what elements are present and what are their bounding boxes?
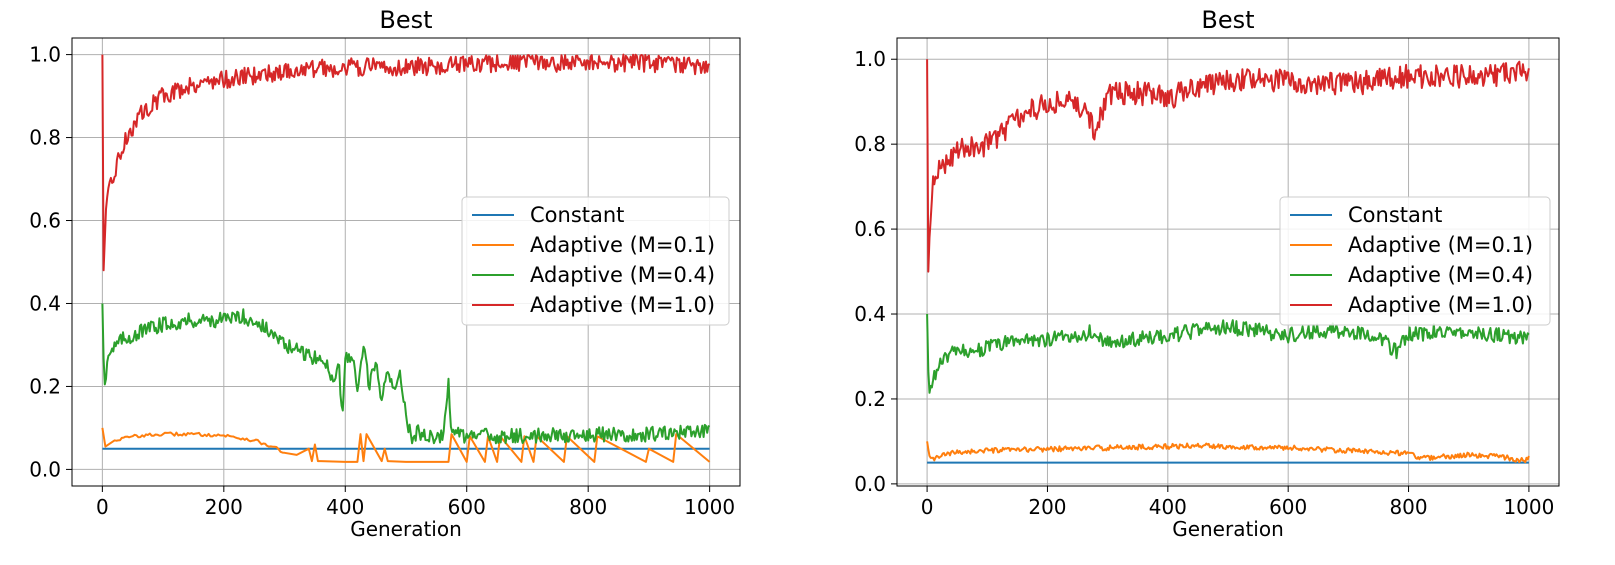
x-tick-label: 0	[96, 495, 109, 519]
y-tick-label: 0.4	[29, 291, 61, 315]
y-tick-label: 0.4	[854, 302, 886, 326]
chart-title: Best	[379, 6, 432, 34]
chart-title: Best	[1201, 6, 1254, 34]
legend-label: Constant	[1348, 203, 1442, 227]
y-tick-label: 0.0	[29, 457, 61, 481]
series-line-adaptive-m-0-1-	[101, 427, 711, 463]
chart-panel-left: 0 200 400 600 800 1000 0.0 0.2 0.4 0.6 0.8 1.0 Best G…	[29, 6, 741, 541]
x-tick-label: 1000	[1503, 495, 1554, 519]
y-tick-label: 0.6	[29, 209, 61, 233]
legend-label: Adaptive (M=1.0)	[1348, 293, 1533, 317]
x-tick-label: 800	[1389, 495, 1427, 519]
y-tick-label: 0.2	[29, 374, 61, 398]
legend: Constant Adaptive (M=0.1) Adaptive (M=0.4)…	[1279, 196, 1551, 326]
y-tick-label: 0.0	[854, 472, 886, 496]
series-line-adaptive-m-0-4-	[101, 303, 710, 445]
x-tick-label: 800	[569, 495, 607, 519]
legend-label: Adaptive (M=0.1)	[1348, 233, 1533, 257]
legend-box	[461, 196, 730, 326]
series-line-adaptive-m-0-1-	[926, 441, 1530, 464]
legend: Constant Adaptive (M=0.1) Adaptive (M=0.4)…	[461, 196, 730, 326]
x-tick-label: 200	[205, 495, 243, 519]
legend-label: Constant	[530, 203, 624, 227]
x-tick-label: 0	[921, 495, 934, 519]
series-line-adaptive-m-1-0-	[926, 59, 1530, 273]
x-tick-label: 600	[1269, 495, 1307, 519]
y-tick-label: 0.8	[29, 126, 61, 150]
x-tick-label: 600	[448, 495, 486, 519]
y-tick-label: 0.8	[854, 132, 886, 156]
x-axis-label: Generation	[1172, 517, 1284, 541]
x-tick-label: 400	[326, 495, 364, 519]
legend-label: Adaptive (M=0.1)	[530, 233, 715, 257]
plot-frame	[896, 37, 1560, 487]
legend-box	[1279, 196, 1551, 326]
x-tick-label: 1000	[684, 495, 735, 519]
x-tick-label: 400	[1149, 495, 1187, 519]
legend-label: Adaptive (M=0.4)	[1348, 263, 1533, 287]
series-line-adaptive-m-1-0-	[101, 53, 711, 272]
x-tick-label: 200	[1028, 495, 1066, 519]
chart-panel-right: 0 200 400 600 800 1000 0.0 0.2 0.4 0.6 0.8 1.0 Best G…	[854, 6, 1560, 541]
y-tick-label: 1.0	[854, 47, 886, 71]
x-axis-label: Generation	[350, 517, 462, 541]
y-tick-label: 0.2	[854, 387, 886, 411]
legend-label: Adaptive (M=1.0)	[530, 293, 715, 317]
y-tick-label: 0.6	[854, 217, 886, 241]
series-line-adaptive-m-0-4-	[926, 313, 1530, 394]
y-tick-label: 1.0	[29, 43, 61, 67]
plot-frame	[71, 37, 741, 487]
legend-label: Adaptive (M=0.4)	[530, 263, 715, 287]
